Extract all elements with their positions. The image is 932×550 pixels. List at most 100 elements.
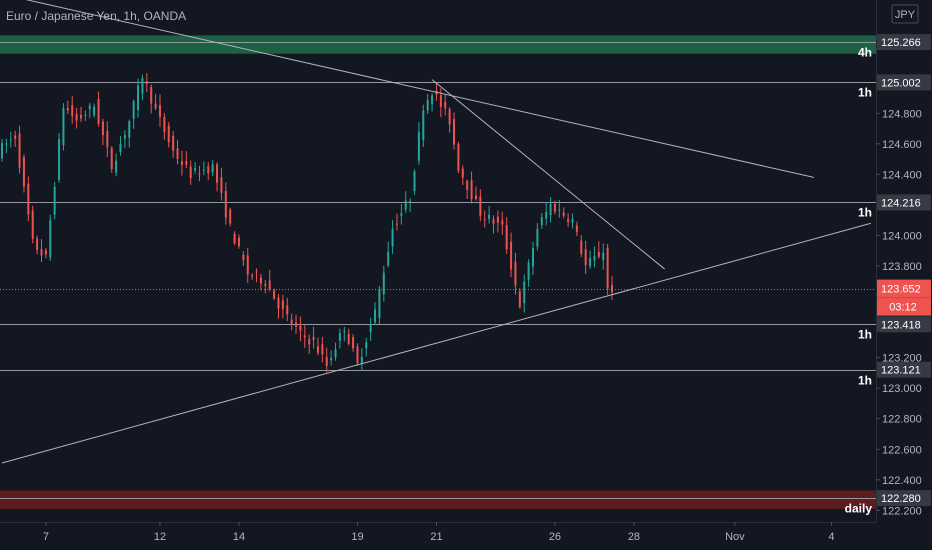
candle bbox=[325, 347, 328, 373]
candle-body bbox=[453, 118, 456, 145]
candle-body bbox=[259, 277, 262, 284]
candle-body bbox=[31, 210, 34, 239]
candle bbox=[233, 231, 236, 246]
price-tick-label: 122.400 bbox=[882, 475, 922, 487]
candle-body bbox=[202, 169, 205, 171]
candle-body bbox=[316, 346, 319, 353]
candle bbox=[295, 314, 298, 334]
trendline-ascending-support[interactable] bbox=[1, 222, 872, 464]
candle-body bbox=[382, 272, 385, 295]
candle-body bbox=[211, 164, 214, 173]
price-tick-label: 123.000 bbox=[882, 383, 922, 395]
candle bbox=[273, 288, 276, 301]
candle-body bbox=[374, 309, 377, 323]
resistance-zone bbox=[0, 35, 876, 54]
candle bbox=[457, 141, 460, 174]
candle bbox=[338, 328, 341, 349]
candle bbox=[66, 100, 69, 115]
candle bbox=[246, 247, 249, 284]
candle-body bbox=[510, 241, 513, 270]
candle bbox=[229, 207, 232, 227]
candle bbox=[242, 251, 245, 267]
candle-body bbox=[505, 225, 508, 250]
level-price-label: 124.216 bbox=[881, 197, 921, 209]
candle-body bbox=[194, 168, 197, 171]
currency-button[interactable]: JPY bbox=[891, 4, 919, 24]
candle bbox=[470, 171, 473, 204]
candle bbox=[501, 211, 504, 235]
candle bbox=[18, 125, 21, 174]
candle bbox=[527, 259, 530, 287]
candle bbox=[44, 248, 47, 259]
candle bbox=[132, 99, 135, 129]
candle-body bbox=[251, 275, 254, 277]
candle-body bbox=[589, 258, 592, 267]
candle bbox=[128, 119, 131, 148]
price-axis[interactable]: 125.000124.800124.600124.400124.000123.8… bbox=[876, 0, 931, 522]
candle bbox=[123, 130, 126, 149]
trendline-inner-descending[interactable] bbox=[431, 79, 665, 270]
candle-body bbox=[553, 203, 556, 212]
candle-body bbox=[426, 99, 429, 111]
candle-body bbox=[483, 218, 486, 220]
candle-body bbox=[242, 254, 245, 261]
candle-body bbox=[97, 98, 100, 124]
level-price-badge bbox=[877, 194, 931, 211]
candle-body bbox=[488, 214, 491, 220]
candle-body bbox=[439, 95, 442, 107]
candle-body bbox=[330, 358, 333, 361]
candle-body bbox=[62, 107, 65, 146]
candle-body bbox=[474, 195, 477, 200]
candle bbox=[286, 297, 289, 322]
candle-body bbox=[602, 252, 605, 260]
candle bbox=[558, 200, 561, 218]
candle-body bbox=[14, 135, 17, 139]
candle-body bbox=[189, 166, 192, 179]
candle bbox=[31, 205, 34, 244]
candle-body bbox=[79, 114, 82, 119]
candle bbox=[22, 154, 25, 193]
candle-body bbox=[110, 147, 113, 170]
trendline-upper-descending[interactable] bbox=[2, 0, 814, 178]
candle bbox=[189, 160, 192, 185]
candle-body bbox=[268, 280, 271, 290]
candle bbox=[549, 197, 552, 223]
candle-body bbox=[255, 271, 258, 273]
candle-body bbox=[150, 86, 153, 104]
candle-body bbox=[281, 300, 284, 309]
candle-body bbox=[527, 262, 530, 281]
candle-body bbox=[18, 133, 21, 168]
candle-body bbox=[496, 216, 499, 223]
candle-body bbox=[9, 139, 12, 141]
price-tick-label: 124.400 bbox=[882, 169, 922, 181]
level-timeframe-label: 1h bbox=[858, 206, 872, 220]
candle bbox=[110, 146, 113, 173]
candle-body bbox=[27, 183, 30, 215]
candle bbox=[378, 286, 381, 325]
candle bbox=[571, 213, 574, 229]
currency-label: JPY bbox=[895, 9, 916, 21]
candle-body bbox=[365, 342, 368, 349]
candle bbox=[369, 317, 372, 341]
candle-body bbox=[106, 130, 109, 148]
candle bbox=[255, 268, 258, 283]
candle-body bbox=[49, 220, 52, 258]
symbol-title: Euro / Japanese Yen, 1h, OANDA bbox=[6, 9, 186, 23]
time-axis[interactable]: 7 12 14 19 21 26 28 Nov 4 bbox=[0, 522, 876, 550]
candle-body bbox=[264, 283, 267, 286]
candle bbox=[9, 131, 12, 148]
candle-body bbox=[185, 161, 188, 165]
candle bbox=[553, 200, 556, 215]
level-timeframe-label: 1h bbox=[858, 374, 872, 388]
candle bbox=[237, 234, 240, 249]
candle bbox=[264, 279, 267, 294]
candle bbox=[417, 121, 420, 165]
candle-body bbox=[246, 255, 249, 275]
candle-body bbox=[237, 237, 240, 246]
candle bbox=[106, 121, 109, 158]
candle bbox=[404, 191, 407, 213]
candle bbox=[53, 181, 56, 220]
candle bbox=[93, 103, 96, 118]
